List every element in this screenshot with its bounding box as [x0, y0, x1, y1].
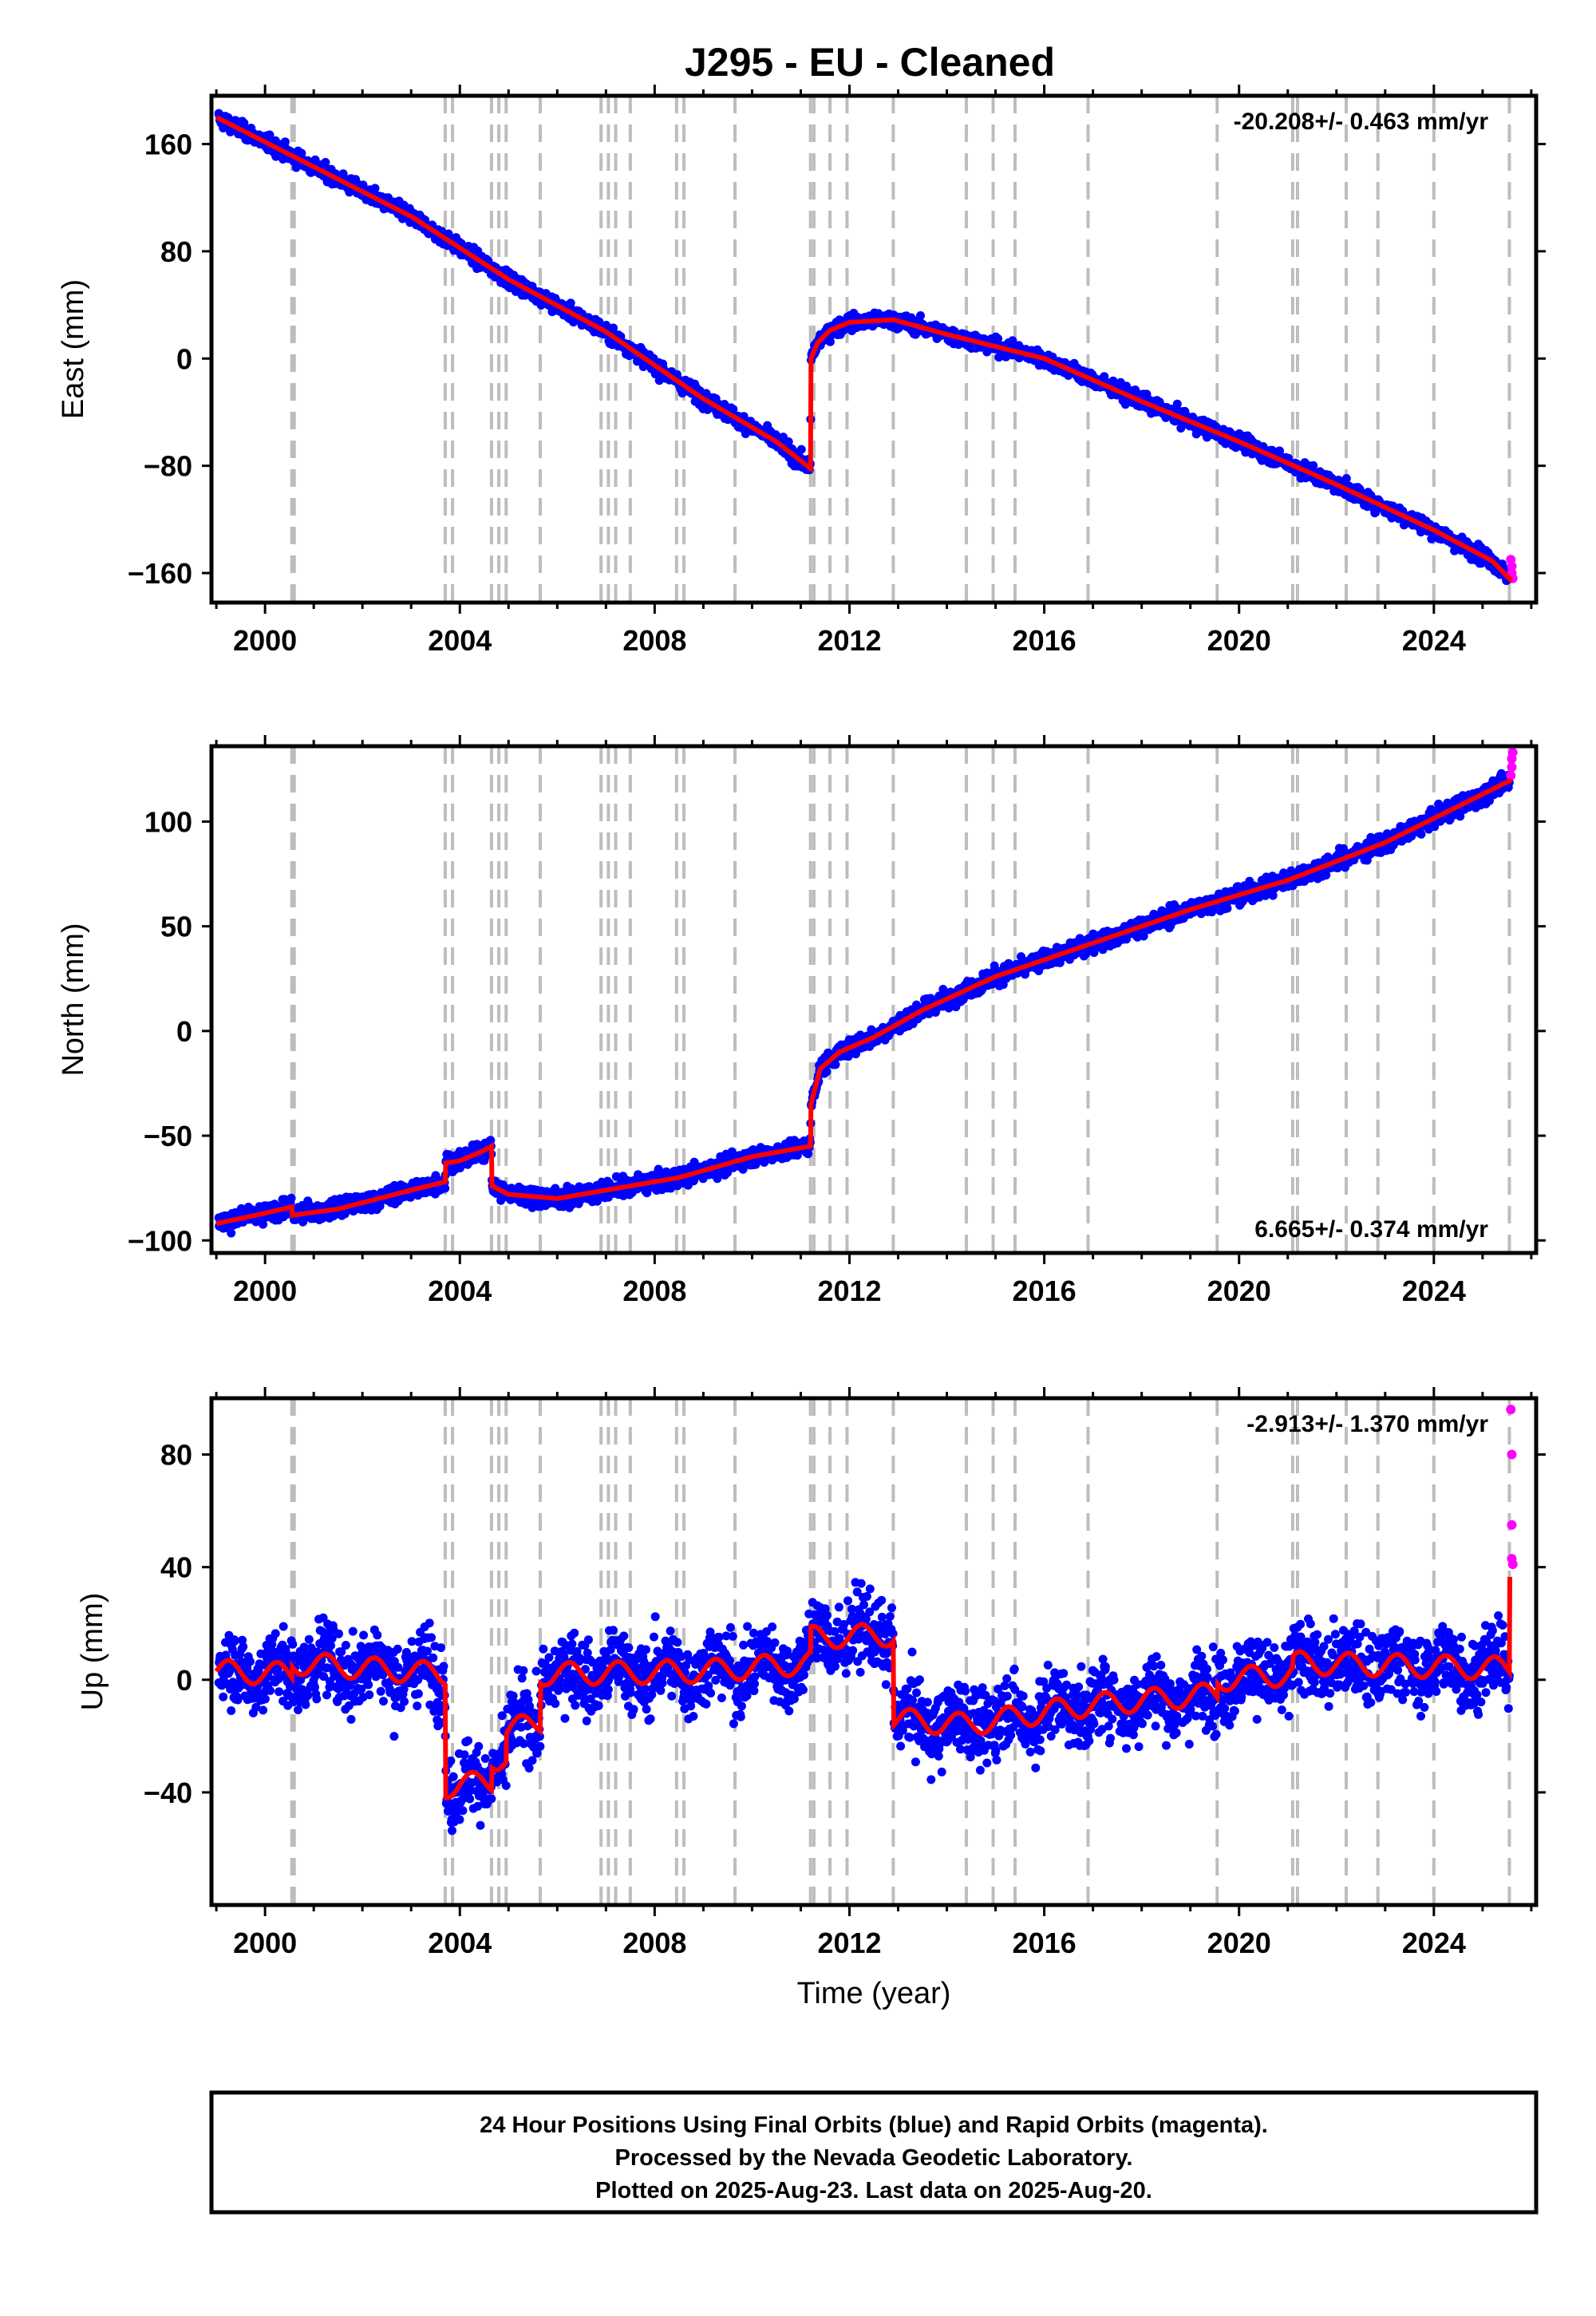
final-orbit-point: [297, 148, 306, 158]
x-tick-label: 2004: [428, 624, 492, 657]
north-final-points: [214, 769, 1514, 1238]
final-orbit-point: [729, 405, 738, 414]
final-orbit-point: [265, 130, 275, 140]
final-orbit-point: [375, 1201, 385, 1211]
final-orbit-point: [566, 298, 575, 308]
x-tick-label: 2024: [1402, 624, 1466, 657]
x-tick-label: 2008: [622, 624, 686, 657]
y-tick-label: 80: [160, 235, 192, 268]
final-orbit-point: [286, 1193, 296, 1203]
final-orbit-point: [440, 1184, 450, 1193]
east-frame: [209, 93, 1539, 605]
final-orbit-point: [227, 1228, 236, 1238]
final-orbit-point: [825, 337, 835, 346]
east-rate-label: -20.208+/- 0.463 mm/yr: [1234, 109, 1489, 135]
chart-title: J295 - EU - Cleaned: [685, 40, 1055, 85]
final-orbit-point: [796, 445, 806, 454]
east-panel: −160 −80 0 80 160 2000 2004 2008 2012 2016 2020 202…: [57, 85, 1546, 657]
final-orbit-point: [259, 1219, 268, 1229]
y-tick-label: 0: [176, 342, 192, 375]
x-tick-label: 2020: [1207, 624, 1271, 657]
final-orbit-point: [239, 118, 249, 128]
x-tick-label: 2016: [1013, 624, 1077, 657]
y-tick-label: 160: [144, 128, 192, 160]
east-model-line: [215, 115, 1514, 583]
rapid-orbit-point: [1507, 561, 1517, 571]
east-final-points: [214, 109, 1514, 585]
final-orbit-point: [916, 311, 925, 320]
final-orbit-point: [1309, 460, 1318, 470]
y-tick-label: −80: [144, 450, 192, 483]
final-orbit-point: [1172, 399, 1182, 409]
final-orbit-point: [831, 1060, 840, 1069]
final-orbit-point: [280, 137, 290, 147]
north-plot-area: [214, 746, 1518, 1253]
y-tick-label: −160: [128, 557, 192, 590]
final-orbit-point: [370, 184, 380, 193]
final-orbit-point: [994, 334, 1003, 343]
east-plot-area: [214, 96, 1518, 603]
x-tick-label: 2000: [233, 624, 297, 657]
x-tick-label: 2012: [817, 624, 881, 657]
east-y-axis-label: East (mm): [57, 279, 90, 419]
final-orbit-point: [1341, 474, 1351, 483]
